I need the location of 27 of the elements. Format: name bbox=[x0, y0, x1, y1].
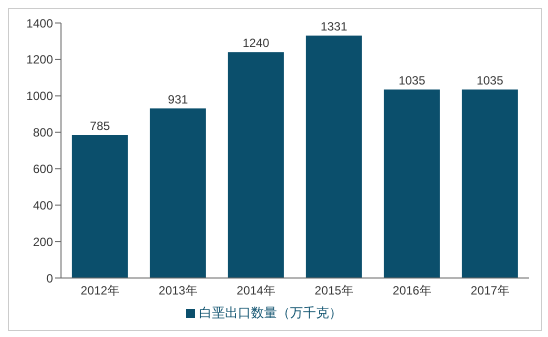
y-tick-label: 400 bbox=[32, 198, 54, 212]
bar bbox=[306, 36, 362, 278]
x-tick-label: 2017年 bbox=[470, 284, 510, 298]
bar bbox=[384, 89, 440, 278]
data-label: 1240 bbox=[242, 36, 270, 50]
data-label: 1035 bbox=[476, 73, 504, 88]
x-tick-label: 2016年 bbox=[392, 284, 432, 298]
x-tick-label: 2013年 bbox=[158, 284, 198, 298]
y-tick-label: 1000 bbox=[26, 89, 54, 104]
x-tick-label: 2014年 bbox=[236, 284, 276, 298]
y-tick-label: 1400 bbox=[26, 16, 54, 30]
x-tick-label: 2015年 bbox=[314, 284, 354, 298]
legend-label: 白垩出口数量（万千克） bbox=[199, 305, 342, 320]
y-tick-label: 200 bbox=[32, 234, 54, 249]
y-tick-label: 0 bbox=[46, 271, 54, 286]
bar bbox=[72, 135, 128, 278]
data-label: 1035 bbox=[398, 73, 426, 88]
x-tick-label: 2012年 bbox=[80, 284, 120, 298]
y-tick-label: 800 bbox=[32, 126, 54, 140]
bar bbox=[462, 89, 518, 278]
data-label: 785 bbox=[90, 119, 110, 134]
bar bbox=[228, 52, 284, 278]
y-tick-label: 1200 bbox=[26, 52, 54, 67]
y-tick-label: 600 bbox=[32, 162, 54, 176]
bar bbox=[150, 108, 206, 278]
data-label: 931 bbox=[168, 92, 188, 106]
data-label: 1331 bbox=[320, 20, 348, 34]
